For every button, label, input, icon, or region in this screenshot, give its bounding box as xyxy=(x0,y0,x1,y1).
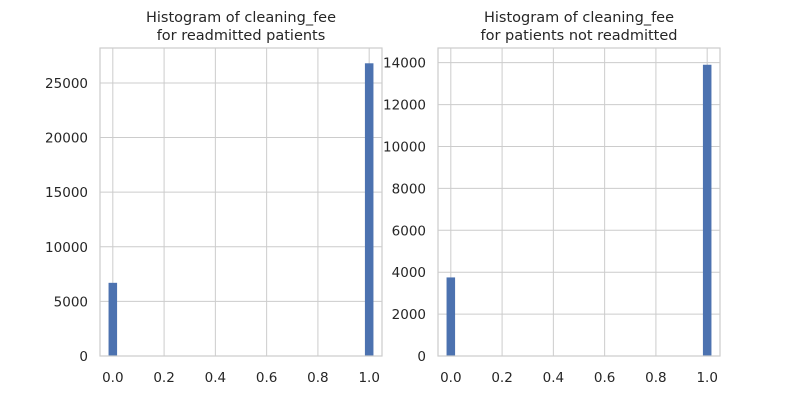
chart-title-line-2: for readmitted patients xyxy=(157,28,326,44)
y-tick-label: 2000 xyxy=(392,307,426,323)
histogram-panel-1: 0.0 0.2 0.4 0.6 0.8 1.0 0 5000 10000 15000 20000 25… xyxy=(45,10,383,386)
x-tick-label: 0.6 xyxy=(256,370,277,386)
y-tick-label: 10000 xyxy=(45,240,88,256)
plot-frame xyxy=(437,47,721,357)
plot-frame xyxy=(99,47,383,357)
chart-title-line-2: for patients not readmitted xyxy=(481,28,678,44)
y-tick-label: 20000 xyxy=(45,131,88,147)
x-tick-label: 1.0 xyxy=(358,370,379,386)
histogram-bar-2 xyxy=(702,64,712,356)
x-tick-label: 0.8 xyxy=(307,370,328,386)
y-tick-label: 6000 xyxy=(392,223,426,239)
chart-title-line-1: Histogram of cleaning_fee xyxy=(146,10,336,26)
x-tick-label: 0.8 xyxy=(645,370,666,386)
x-tick-label: 0.4 xyxy=(543,370,564,386)
histogram-panel-2: 0.0 0.2 0.4 0.6 0.8 1.0 0 2000 4000 6000 8000 10000… xyxy=(383,10,721,386)
y-tick-label: 10000 xyxy=(383,139,426,155)
y-tick-label: 0 xyxy=(417,349,426,365)
y-tick-label: 12000 xyxy=(383,98,426,114)
y-tick-label: 4000 xyxy=(392,265,426,281)
x-tick-label: 1.0 xyxy=(696,370,717,386)
x-tick-label: 0.0 xyxy=(440,370,461,386)
x-tick-label: 0.6 xyxy=(594,370,615,386)
x-tick-label: 0.2 xyxy=(491,370,512,386)
y-tick-label: 0 xyxy=(79,349,88,365)
histogram-bar-1 xyxy=(446,277,456,356)
y-tick-label: 14000 xyxy=(383,56,426,72)
x-tick-label: 0.4 xyxy=(205,370,226,386)
chart-title-line-1: Histogram of cleaning_fee xyxy=(484,10,674,26)
y-tick-label: 8000 xyxy=(392,181,426,197)
y-tick-label: 15000 xyxy=(45,185,88,201)
x-tick-label: 0.2 xyxy=(153,370,174,386)
y-tick-label: 5000 xyxy=(54,294,88,310)
histogram-bar-2 xyxy=(364,63,374,357)
histogram-bar-1 xyxy=(108,282,118,356)
x-tick-label: 0.0 xyxy=(102,370,123,386)
y-tick-label: 25000 xyxy=(45,76,88,92)
